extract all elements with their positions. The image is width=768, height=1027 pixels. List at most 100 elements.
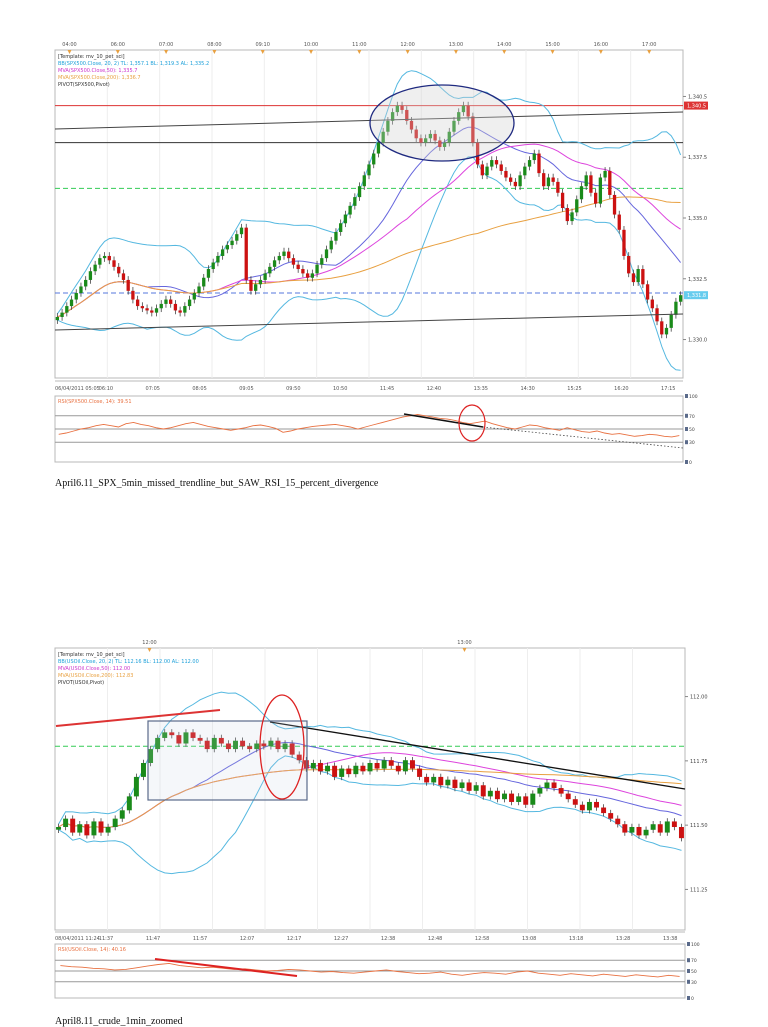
price-axis-label: 1,330.0: [688, 338, 707, 344]
bottom-time-label: 12:48: [428, 936, 442, 942]
candle-body: [669, 314, 673, 328]
candle-body: [357, 186, 362, 198]
candle-body: [622, 824, 628, 833]
bottom-time-label: 16:20: [614, 386, 628, 392]
bottom-time-label: 15:25: [567, 386, 581, 392]
candle-body: [636, 269, 640, 283]
legend-entry: BB(USOil.Close, 20, 2) TL: 112.16 BL: 11…: [58, 659, 199, 665]
candle-body: [303, 760, 309, 769]
rsi-axis-marker-icon: [687, 996, 690, 1000]
highlight-ellipse: [259, 694, 305, 800]
legend-entry: PIVOT(USOil,Pivot): [58, 680, 104, 686]
legend-entry: [Template: mv_10_pet_sci]: [58, 652, 125, 658]
candle-body: [650, 299, 654, 309]
rsi-legend: RSI(USOil.Close, 14): 40.16: [58, 947, 126, 953]
time-marker-icon: [405, 50, 410, 54]
candle-body: [268, 740, 274, 747]
candle-body: [428, 133, 433, 139]
candle-body: [499, 164, 503, 171]
top-time-label: 11:00: [352, 42, 366, 48]
candle-body: [91, 821, 97, 836]
top-time-label: 14:00: [497, 42, 511, 48]
top-time-label: 08:00: [207, 42, 221, 48]
candle-body: [169, 732, 175, 736]
rsi-axis-marker-icon: [685, 427, 688, 431]
candle-body: [664, 821, 670, 833]
bottom-time-label: 13:28: [616, 936, 630, 942]
candle-body: [105, 827, 111, 833]
candle-body: [218, 737, 224, 744]
candle-body: [579, 186, 584, 200]
price-axis-label: 1,340.5: [688, 94, 707, 100]
candle-body: [190, 732, 196, 738]
candle-body: [678, 827, 684, 839]
candle-body: [395, 765, 401, 772]
bottom-time-label: 17:15: [661, 386, 675, 392]
top-time-label: 10:00: [304, 42, 318, 48]
consolidation-box: [147, 720, 308, 801]
top-time-label: 07:00: [159, 42, 173, 48]
rsi-line: [60, 962, 680, 978]
candle-body: [79, 286, 83, 294]
candle-body: [617, 214, 621, 230]
time-marker-icon: [550, 50, 555, 54]
candle-body: [405, 109, 409, 121]
candle-body: [395, 105, 399, 113]
time-marker-icon: [260, 50, 265, 54]
candle-body: [63, 818, 69, 828]
candle-body: [320, 258, 324, 265]
top-time-label: 12:00: [142, 640, 156, 646]
candle-body: [315, 264, 319, 274]
rsi-axis-label: 30: [691, 980, 697, 986]
candle-body: [70, 818, 76, 833]
candle-body: [544, 782, 550, 789]
candle-body: [211, 262, 215, 270]
candle-body: [277, 255, 281, 261]
candle-body: [362, 175, 366, 187]
candle-body: [367, 762, 373, 772]
candle-body: [461, 105, 466, 113]
candle-body: [537, 153, 541, 174]
candle-body: [537, 788, 543, 794]
candle-body: [556, 181, 560, 193]
candle-body: [159, 303, 163, 309]
candle-body: [119, 810, 125, 819]
candle-body: [162, 732, 168, 738]
rsi-axis-marker-icon: [687, 942, 690, 946]
candle-body: [601, 807, 607, 814]
candle-body: [374, 762, 380, 769]
candle-body: [261, 743, 267, 747]
rsi-axis-label: 70: [689, 414, 695, 420]
candle-body: [235, 234, 239, 241]
candle-body: [390, 112, 395, 121]
time-marker-icon: [357, 50, 362, 54]
time-marker-icon: [453, 50, 458, 54]
price-axis-label: 111.75: [690, 759, 708, 765]
candle-body: [112, 818, 118, 828]
time-marker-icon: [115, 50, 120, 54]
candle-body: [263, 273, 267, 280]
candle-body: [480, 164, 484, 176]
candle-body: [197, 737, 203, 741]
candle-body: [381, 131, 385, 143]
candle-body: [325, 765, 331, 772]
candle-body: [570, 212, 574, 222]
candle-body: [631, 273, 636, 283]
candle-body: [310, 762, 316, 769]
legend-entry: MVA(USOil.Close,200): 112.83: [58, 673, 133, 679]
candle-body: [457, 112, 461, 121]
bottom-time-label: 08:05: [192, 386, 206, 392]
bottom-time-label: 06/04/2011 05:05: [55, 386, 100, 392]
candle-body: [641, 269, 645, 285]
candle-body: [584, 175, 588, 187]
bollinger-upper-line: [58, 691, 682, 825]
candle-body: [169, 299, 173, 304]
candle-body: [296, 754, 302, 761]
candle-body: [282, 743, 288, 750]
candle-body: [442, 142, 447, 147]
candle-body: [523, 166, 527, 176]
time-marker-icon: [647, 50, 652, 54]
candle-body: [645, 284, 650, 300]
bottom-time-label: 06:10: [99, 386, 113, 392]
candle-body: [339, 768, 345, 777]
